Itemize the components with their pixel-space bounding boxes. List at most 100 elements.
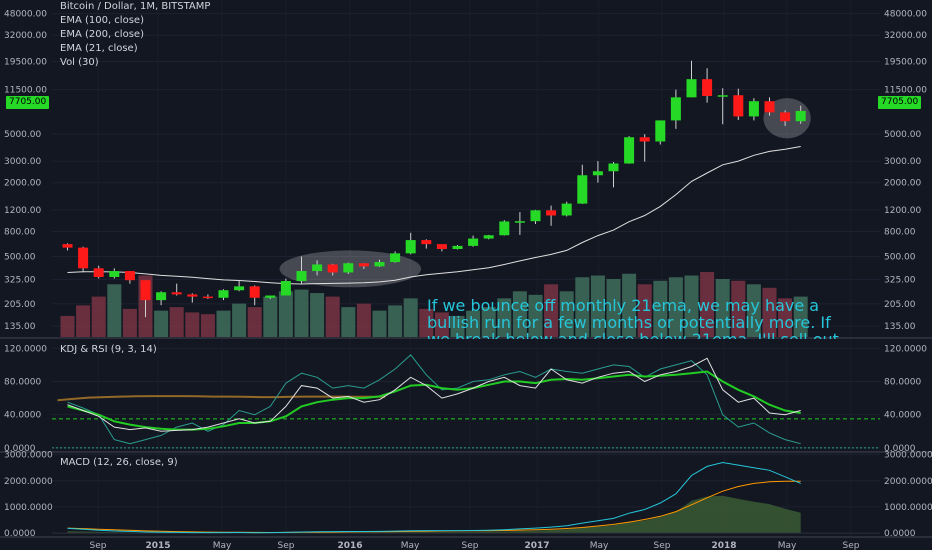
volume-bar: [793, 296, 808, 337]
volume-bar: [185, 312, 200, 337]
volume-bar: [606, 279, 621, 337]
price-tick-label-right: 48000.00: [884, 10, 927, 20]
price-tick-label-left: 800.00: [4, 227, 36, 237]
macd-line: [67, 461, 801, 534]
candle-body: [343, 263, 354, 273]
volume-bar: [372, 310, 387, 337]
price-tick-label-right: 500.00: [884, 252, 916, 262]
macd-tick-label-right: 1000.0000: [884, 503, 932, 513]
volume-bar: [684, 275, 699, 337]
kdj-tick-label-left: 120.0000: [4, 344, 47, 354]
macd-tick-label-right: 3000.0000: [884, 451, 932, 461]
time-tick-label: May: [401, 541, 420, 550]
candle-body: [280, 281, 291, 296]
candle-body: [733, 95, 744, 117]
rsi-line: [67, 354, 801, 445]
candle-body: [265, 295, 276, 298]
candle-body: [452, 245, 463, 250]
candle-body: [218, 290, 229, 298]
price-tick-label-left: 48000.00: [4, 10, 47, 20]
candle-body: [577, 175, 588, 204]
time-tick-label: May: [778, 541, 797, 550]
volume-bar: [232, 303, 247, 337]
kdj-rsi-label[interactable]: KDJ & RSI (9, 3, 14): [60, 344, 157, 355]
price-tick-label-right: 325.00: [884, 275, 916, 285]
macd-tick-label-left: 3000.0000: [4, 451, 53, 461]
volume-bar: [169, 307, 184, 337]
volume-bar: [700, 272, 715, 337]
candle-body: [202, 296, 213, 299]
volume-bar: [668, 277, 683, 337]
candle-body: [374, 262, 385, 267]
macd-pane[interactable]: [52, 461, 880, 534]
price-tick-label-left: 5000.00: [4, 130, 41, 140]
candle-body: [187, 294, 198, 297]
legend-ema200[interactable]: EMA (200, close): [60, 29, 144, 40]
candle-body: [468, 238, 479, 246]
candle-body: [93, 268, 104, 277]
volume-bar: [263, 296, 278, 337]
price-tick-label-left: 32000.00: [4, 31, 47, 41]
candle-body: [670, 97, 681, 121]
candle-body: [592, 171, 603, 176]
volume-bar: [622, 273, 637, 337]
macd-tick-label-left: 1000.0000: [4, 503, 53, 513]
volume-bar: [107, 284, 122, 337]
candle-body: [249, 286, 260, 298]
kdj-tick-label-left: 80.0000: [4, 377, 41, 387]
price-tick-label-right: 205.00: [884, 300, 916, 310]
candle-body: [717, 95, 728, 97]
legend-ema100[interactable]: EMA (100, close): [60, 15, 144, 26]
volume-bar: [762, 287, 777, 337]
kdj-tick-label-left: 40.0000: [4, 411, 41, 421]
kdj-tick-label-left: 0.0000: [4, 444, 36, 454]
price-tick-label-right: 800.00: [884, 227, 916, 237]
candle-body: [124, 271, 135, 281]
volume-bar: [559, 291, 574, 337]
candle-body: [748, 101, 759, 117]
volume-bar: [731, 280, 746, 337]
legend-ema21[interactable]: EMA (21, close): [60, 43, 138, 54]
candle-body: [780, 112, 791, 122]
annotation-line: we break below and close below 21ema, I'…: [427, 331, 881, 339]
candle-body: [140, 280, 151, 301]
price-tick-label-left: 3000.00: [4, 157, 41, 167]
volume-bar: [419, 308, 434, 337]
ema21-line: [67, 146, 801, 285]
price-pane[interactable]: [57, 60, 811, 402]
volume-bar: [434, 312, 449, 337]
candle-body: [436, 244, 447, 250]
price-tick-label-right: 135.00: [884, 322, 916, 332]
candle-body: [156, 292, 167, 301]
candle-body: [296, 271, 307, 282]
volume-bar: [575, 277, 590, 337]
volume-bar: [528, 294, 543, 337]
annotation-line: bullish run for a few months or potentia…: [427, 313, 831, 332]
candle-body: [639, 137, 650, 142]
volume-bar: [653, 280, 668, 337]
price-tick-label-right: 1200.00: [884, 206, 921, 216]
kdj-rsi-pane[interactable]: [52, 354, 880, 449]
candle-body: [499, 221, 510, 236]
macd-label[interactable]: MACD (12, 26, close, 9): [60, 457, 178, 468]
candle-body: [561, 203, 572, 216]
time-tick-label: 2015: [145, 541, 170, 550]
price-tick-label-left: 135.00: [4, 322, 36, 332]
candle-body: [390, 253, 401, 263]
price-tick-label-right: 3000.00: [884, 157, 921, 167]
annotation-line: If we bounce off monthly 21ema, we may h…: [427, 297, 820, 315]
price-tick-label-left: 19500.00: [4, 58, 47, 68]
volume-bar: [216, 310, 231, 337]
volume-bar: [356, 303, 371, 337]
annotation-text[interactable]: If we bounce off monthly 21ema, we may h…: [427, 297, 881, 339]
time-tick-label: 2017: [524, 541, 549, 550]
legend-volume[interactable]: Vol (30): [60, 57, 99, 68]
price-tick-label-right: 32000.00: [884, 31, 927, 41]
time-tick-label: Sep: [278, 541, 295, 550]
candle-body: [312, 264, 323, 272]
volume-bar: [341, 307, 356, 337]
macd-tick-label-left: 0.0000: [4, 529, 36, 539]
volume-bar: [778, 298, 793, 337]
candle-body: [234, 286, 245, 291]
